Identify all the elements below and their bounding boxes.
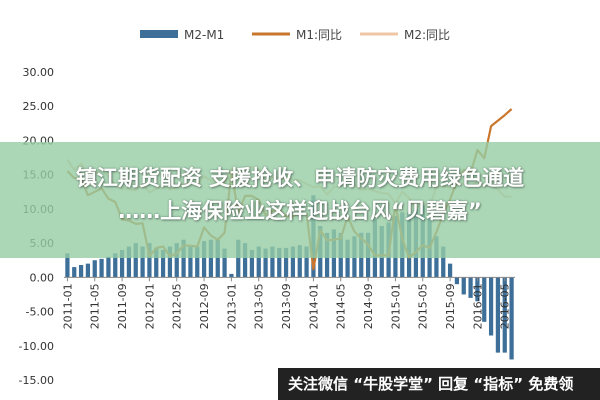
legend-label-m1: M1:同比 [296,28,342,42]
bar-m2-m1 [154,247,159,278]
bar-m2-m1 [208,239,214,278]
bar-m2-m1 [488,277,494,336]
overlay-band [0,142,600,258]
bar-m2-m1 [65,253,70,278]
bar-m2-m1 [181,239,186,278]
bar-m2-m1 [270,246,275,278]
x-tick-label: 2016-01 [471,283,484,329]
bar-m2-m1 [256,246,261,278]
x-tick-label: 2012-05 [171,283,184,329]
x-tick-label: 2014-09 [362,283,375,329]
y-tick-label: 30.00 [23,66,55,79]
bar-m2-m1 [72,267,77,278]
bar-m2-m1 [229,273,234,278]
x-tick-label: 2015-09 [444,283,457,329]
x-tick-label: 2015-01 [389,283,402,329]
x-tick-label: 2013-09 [280,283,293,329]
bar-m2-m1 [215,239,220,278]
overlay-title: 镇江期货配资 支援抢收、申请防灾费用绿色通道 ……上海保险业这样迎战台风“贝碧嘉… [0,162,600,228]
legend: M2-M1 M1:同比 M2:同比 [140,28,450,42]
bar-m2-m1 [447,263,453,278]
bar-m2-m1 [222,248,227,278]
x-tick-label: 2015-05 [417,283,430,329]
bar-m2-m1 [304,246,309,278]
bar-m2-m1 [482,277,487,322]
bar-m2-m1 [78,265,84,278]
x-axis: 2011-01 2011-05 2011-09 2012-01 2012-05 2012-… [61,276,515,329]
x-tick-label: 2014-01 [307,283,320,329]
bar-m2-m1 [85,263,91,278]
legend-swatch-m2-m1 [140,30,178,38]
bar-m2-m1 [92,260,97,278]
bar-m2-m1 [147,243,152,278]
bar-m2-m1 [119,249,125,278]
y-tick-label: -10.00 [19,340,54,353]
bar-m2-m1 [99,258,104,278]
bar-m2-m1 [290,246,296,278]
bar-m2-m1 [249,249,255,278]
bar-m2-m1 [345,239,350,278]
legend-label-m2-m1: M2-M1 [184,28,224,42]
bar-m2-m1 [113,253,118,278]
y-tick-label: 25.00 [23,100,55,113]
bar-m2-m1 [468,277,473,298]
y-tick-label: 0.00 [30,271,55,284]
x-tick-label: 2013-01 [225,283,238,329]
bar-m2-m1 [454,277,460,285]
y-tick-label: -15.00 [19,374,54,387]
y-tick-label: -5.00 [26,306,54,319]
bar-m2-m1 [195,246,200,278]
x-tick-label: 2012-01 [143,283,156,329]
overlay-title-line1: 镇江期货配资 支援抢收、申请防灾费用绿色通道 [75,166,525,190]
bar-m2-m1 [495,277,501,353]
bar-m2-m1 [297,245,302,278]
bar-m2-m1 [502,277,507,353]
bar-m2-m1 [475,277,480,302]
bar-m2-m1 [263,248,268,278]
bar-m2-m1 [236,239,241,278]
bar-m2-m1 [188,246,193,278]
x-tick-label: 2011-05 [89,283,102,329]
bar-m2-m1 [160,249,166,278]
legend-label-m2: M2:同比 [404,28,450,42]
x-tick-label: 2012-09 [198,283,211,329]
bar-m2-m1 [167,246,173,278]
bar-m2-m1 [277,247,282,278]
overlay-title-line2: ……上海保险业这样迎战台风“贝碧嘉” [118,199,482,223]
bar-m2-m1 [201,241,207,278]
wechat-banner[interactable]: 关注微信 “牛股学堂” 回复 “指标” 免费领 [278,368,600,400]
bar-m2-m1 [174,243,179,278]
x-tick-label: 2011-01 [61,283,74,329]
bar-m2-m1 [441,246,446,278]
x-tick-label: 2013-05 [253,283,266,329]
x-tick-label: 2014-05 [335,283,348,329]
bar-m2-m1 [140,246,145,278]
x-tick-label: 2011-09 [116,283,129,329]
bar-m2-m1 [283,247,289,278]
bar-m2-m1 [133,243,138,278]
bar-m2-m1 [126,246,132,278]
bar-m2-m1 [242,243,248,278]
bar-m2-m1 [106,256,111,278]
x-tick-label: 2016-05 [499,283,512,329]
bar-m2-m1 [509,277,514,360]
bar-m2-m1 [461,277,466,295]
